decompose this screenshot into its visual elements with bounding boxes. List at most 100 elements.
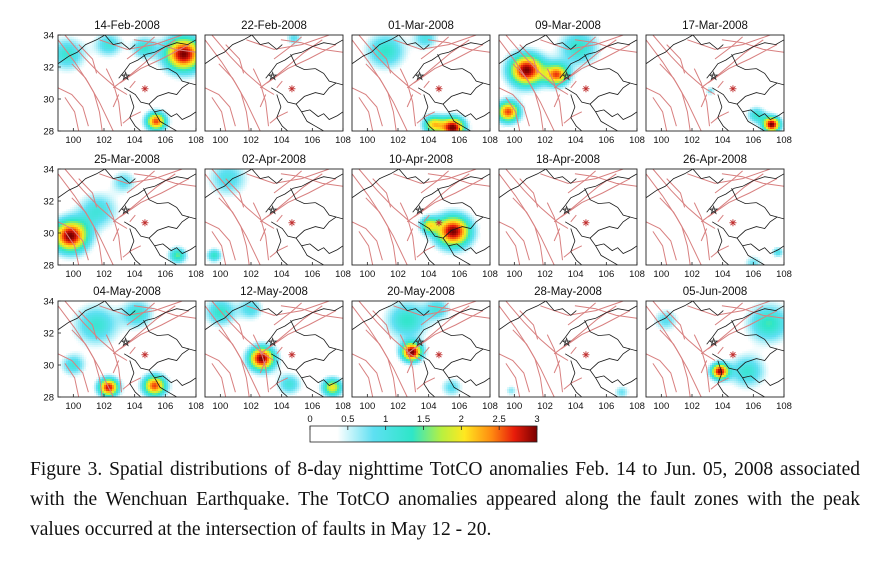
fault-line [707, 178, 778, 218]
fault-line [211, 301, 275, 361]
city-asterisk-icon [435, 85, 443, 93]
fault-line [218, 329, 250, 397]
fault-line [365, 63, 397, 131]
y-tick-label: 28 [43, 261, 54, 272]
city-asterisk-icon [141, 219, 149, 227]
colorbar-tick-label: 2 [459, 414, 464, 425]
map-panel: 20-May-2008 100 102 104 106 108 [351, 286, 498, 412]
fault-line [423, 80, 430, 89]
fault-line [560, 310, 631, 350]
city-asterisk-icon [582, 351, 590, 359]
city-asterisk-icon [141, 85, 149, 93]
fault-line [499, 221, 530, 261]
province-border [143, 188, 169, 205]
fault-line [358, 97, 374, 131]
province-border [559, 39, 637, 79]
x-tick-label: 106 [304, 401, 320, 412]
province-border [731, 188, 757, 205]
fault-line [714, 170, 743, 194]
x-tick-label: 100 [359, 401, 375, 412]
x-tick-label: 104 [274, 135, 290, 146]
colorbar: 0 0.5 1 1.5 2 2.5 3 [307, 414, 540, 443]
fault-line [646, 221, 677, 261]
province-border [265, 39, 343, 79]
fault-line [652, 97, 668, 131]
fault-line [567, 36, 596, 60]
province-border [448, 377, 471, 397]
x-tick-label: 108 [188, 401, 204, 412]
x-tick-label: 106 [598, 269, 614, 280]
fault-line [78, 44, 98, 74]
fault-line [78, 310, 98, 340]
fault-line [112, 173, 176, 223]
province-border [58, 301, 106, 331]
epicenter-star-icon [414, 71, 425, 81]
province-border [646, 301, 694, 331]
city-asterisk-icon [288, 351, 296, 359]
x-tick-label: 104 [274, 269, 290, 280]
fault-line [122, 245, 142, 258]
x-tick-label: 100 [359, 135, 375, 146]
epicenter-star-icon [708, 71, 719, 81]
fault-line [273, 302, 302, 326]
province-border [315, 334, 337, 350]
province-border [711, 87, 784, 120]
panel-frame [57, 34, 197, 132]
province-border [706, 173, 784, 213]
panel-title: 12-May-2008 [240, 286, 308, 298]
province-border [168, 202, 190, 218]
province-border [646, 169, 694, 199]
province-border [129, 94, 142, 131]
fault-line [700, 228, 708, 242]
x-tick-label: 100 [653, 135, 669, 146]
x-tick-label: 106 [157, 401, 173, 412]
fault-line [700, 94, 708, 108]
fault-line [58, 353, 89, 393]
fault-line [64, 301, 128, 361]
fault-line [259, 39, 323, 89]
fault-line [372, 310, 392, 340]
fault-line [112, 228, 120, 242]
map-panel: 01-Mar-2008 100 102 104 106 108 [351, 20, 498, 146]
province-border [398, 169, 430, 184]
x-tick-label: 106 [157, 269, 173, 280]
city-asterisk-icon [435, 351, 443, 359]
fault-line [358, 301, 422, 361]
fault-line [505, 301, 569, 361]
fault-line [280, 173, 343, 187]
fault-line [693, 334, 710, 393]
city-asterisk-icon [729, 85, 737, 93]
colorbar-tick-label: 1.5 [417, 414, 430, 425]
fault-line [112, 94, 120, 108]
anomaly-field [352, 35, 490, 131]
fault-line [693, 68, 710, 127]
y-tick-label: 34 [43, 165, 54, 176]
map-panel: 04-May-2008 100 102 104 106 108 34 32 30 28 [43, 286, 204, 412]
x-tick-label: 108 [629, 135, 645, 146]
fault-line [211, 363, 227, 397]
province-border [129, 228, 142, 265]
x-tick-label: 104 [421, 269, 437, 280]
fault-line [707, 310, 778, 350]
fault-line [280, 305, 343, 319]
province-border [123, 353, 196, 386]
fault-line [64, 169, 128, 229]
fault-line [563, 111, 583, 124]
x-tick-label: 100 [653, 269, 669, 280]
fault-line [64, 97, 80, 131]
panel-frame [351, 34, 491, 132]
fault-line [570, 214, 577, 223]
fault-line [276, 80, 283, 89]
x-tick-label: 102 [243, 401, 259, 412]
province-border [417, 353, 490, 386]
fault-line [413, 44, 484, 84]
anomaly-field [58, 35, 196, 131]
province-border [417, 87, 490, 120]
province-border [251, 169, 283, 184]
fault-line [129, 346, 136, 355]
fault-line [399, 202, 416, 261]
fault-line [266, 178, 337, 218]
x-tick-label: 104 [127, 401, 143, 412]
map-panel: 28-May-2008 100 102 104 106 108 [498, 286, 645, 412]
province-border [251, 301, 283, 316]
